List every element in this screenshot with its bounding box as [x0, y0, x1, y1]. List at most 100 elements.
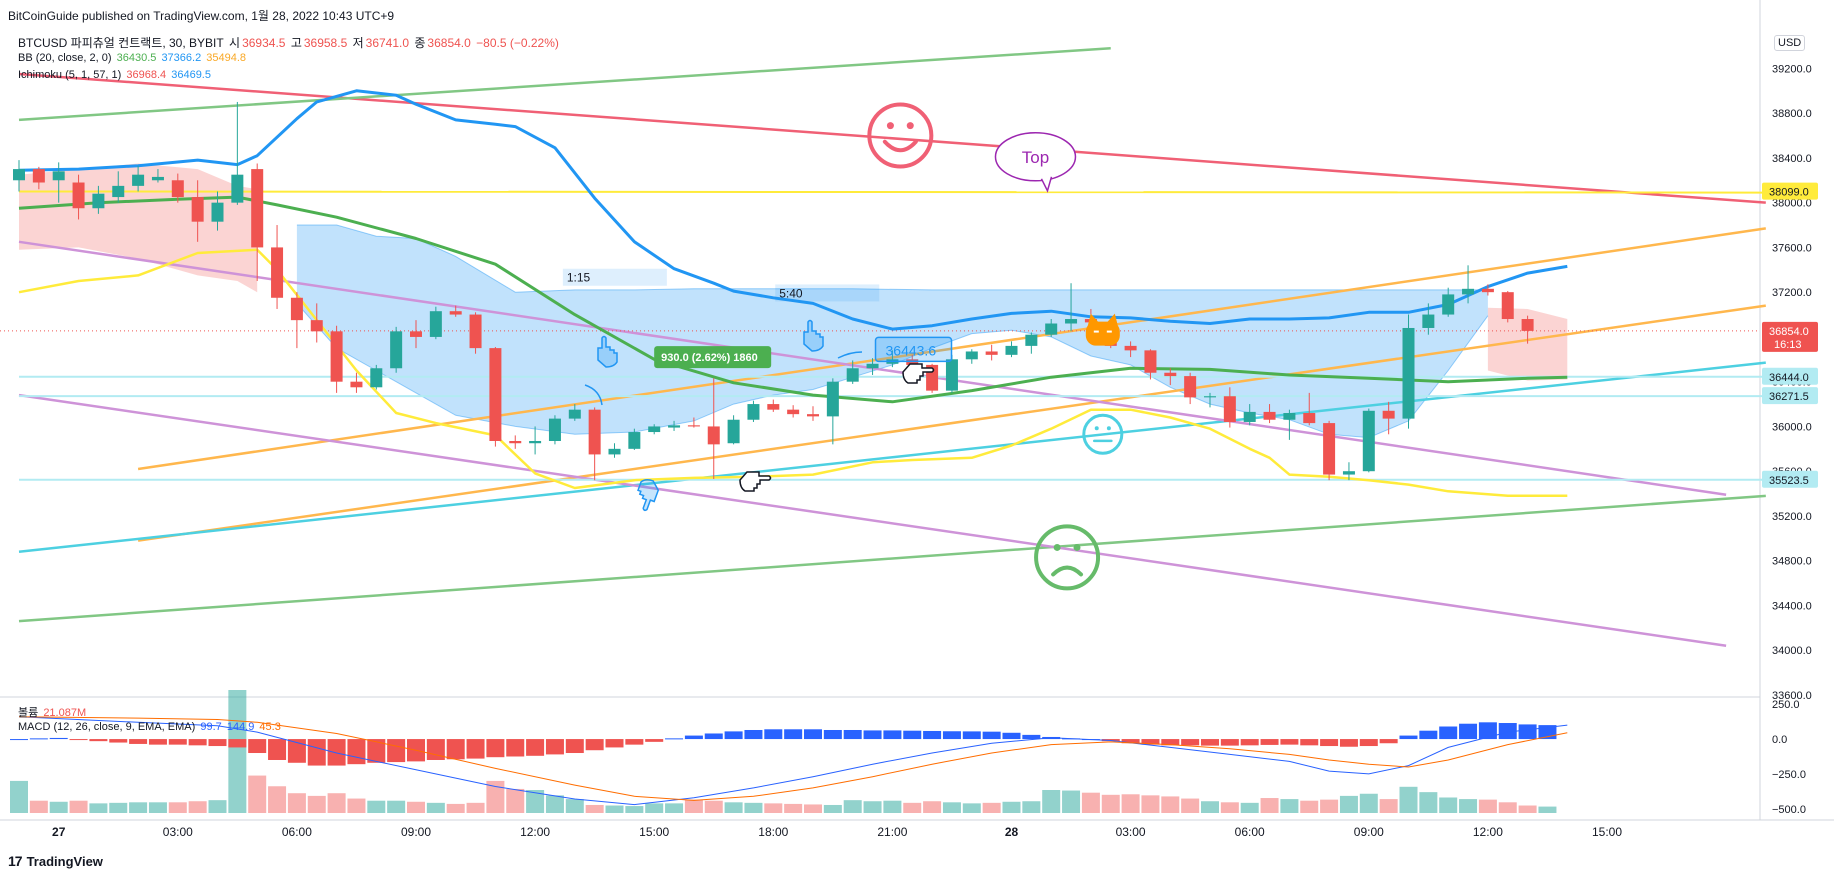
- candle: [1362, 408, 1375, 473]
- volume-bar: [10, 780, 28, 813]
- volume-bar: [248, 775, 267, 813]
- candle: [469, 312, 482, 354]
- candle-body: [469, 314, 482, 349]
- macd-hist-bar: [1220, 739, 1239, 746]
- candle: [32, 166, 45, 190]
- candle: [707, 378, 720, 480]
- macd-hist-bar: [89, 739, 108, 742]
- volume-bar: [1081, 792, 1100, 813]
- macd-hist-bar: [506, 739, 525, 757]
- price-label: 35523.5: [1769, 475, 1809, 487]
- candle-body: [648, 426, 661, 433]
- y-tick-label: 34800.0: [1772, 556, 1812, 568]
- volume-bar: [784, 803, 803, 813]
- macd-hist-bar: [327, 739, 346, 766]
- candle: [350, 372, 363, 393]
- volume-bar: [1240, 802, 1259, 813]
- candle-body: [1184, 376, 1197, 398]
- volume-bar: [1459, 799, 1478, 813]
- bb-basis-value: 36430.5: [116, 52, 157, 64]
- candle-body: [747, 404, 760, 420]
- macd-hist-bar: [665, 738, 684, 740]
- macd-hist-bar: [1439, 726, 1458, 740]
- volume-bar: [1201, 801, 1219, 813]
- emoji-eye: [1053, 543, 1061, 551]
- volume-bar: [466, 802, 485, 813]
- candle: [807, 406, 819, 421]
- macd-hist-bar: [784, 729, 803, 740]
- candle: [787, 405, 800, 418]
- price-label: 38099.0: [1769, 187, 1809, 199]
- volume-bar: [347, 798, 366, 813]
- candle-body: [1303, 413, 1316, 424]
- macd-hist-bar: [208, 739, 227, 747]
- candle: [1521, 315, 1534, 344]
- candle-body: [370, 368, 383, 388]
- candle: [866, 358, 879, 375]
- x-tick-label: 12:00: [1473, 825, 1503, 839]
- bb-lower-line: [18, 248, 1568, 498]
- candle-body: [330, 331, 343, 382]
- balloon-bg: [994, 132, 1077, 182]
- candle-body: [151, 176, 164, 181]
- symbol-name: BTCUSD 파피츄얼 컨트랙트, 30, BYBIT: [18, 36, 224, 50]
- macd-hist-bar: [367, 739, 386, 763]
- price-label-bg: [1762, 182, 1818, 200]
- macd-legend[interactable]: MACD (12, 26, close, 9, EMA, EMA) 99.7 1…: [18, 721, 283, 733]
- candle: [151, 169, 164, 183]
- volume-bar: [942, 802, 961, 813]
- candle-body: [1164, 372, 1177, 377]
- macd-hist-bar: [545, 739, 564, 755]
- macd-hist-bar: [1320, 739, 1339, 747]
- candle: [1402, 314, 1415, 429]
- candle: [1243, 404, 1256, 426]
- macd-hist-bar: [1201, 739, 1219, 746]
- candle: [251, 163, 264, 281]
- candle: [489, 347, 502, 447]
- macd-hist-bar: [1478, 722, 1497, 740]
- volume-bar: [129, 802, 148, 813]
- candle-body: [410, 331, 422, 337]
- macd-hist-bar: [248, 739, 267, 754]
- volume-bar: [565, 799, 584, 813]
- macd-hist-bar: [605, 739, 624, 748]
- candle-body: [1481, 288, 1494, 293]
- volume-bar: [526, 790, 545, 813]
- volume-bar: [665, 803, 684, 813]
- volume-bar: [29, 800, 48, 813]
- candle: [211, 191, 224, 231]
- ichimoku-legend[interactable]: Ichimoku (5, 1, 57, 1) 36968.4 36469.5: [18, 69, 213, 81]
- candle-body: [1362, 410, 1375, 472]
- macd-hist-bar: [1002, 732, 1021, 740]
- candle-body: [548, 418, 561, 441]
- change-value: −80.5 (−0.22%): [476, 36, 559, 50]
- hand-shape: [803, 319, 824, 352]
- x-tick-label: 27: [52, 825, 66, 839]
- candle: [330, 325, 343, 393]
- macd-hist-bar: [1141, 739, 1160, 745]
- volume-bar: [506, 788, 525, 813]
- candle-body: [668, 425, 681, 428]
- candle: [1263, 404, 1276, 424]
- volume-bar: [1181, 798, 1200, 813]
- hand-shape: [637, 479, 660, 512]
- volume-legend[interactable]: 볼륨 21.087M: [18, 704, 88, 720]
- emoji-sad-icon: [1034, 524, 1101, 591]
- tradingview-logo[interactable]: 17 TradingView: [8, 853, 103, 869]
- candle-body: [767, 404, 780, 410]
- candle: [370, 364, 383, 390]
- macd-hist-bar: [1300, 739, 1319, 746]
- candle-body: [112, 185, 125, 198]
- candle: [72, 174, 85, 220]
- volume-bar: [1280, 799, 1299, 813]
- x-tick-label: 06:00: [1235, 825, 1265, 839]
- macd-hist-bar: [466, 739, 485, 759]
- bb-legend[interactable]: BB (20, close, 2, 0) 36430.5 37366.2 354…: [18, 52, 248, 64]
- volume-bar: [287, 793, 306, 813]
- emoji-eye: [1106, 426, 1111, 431]
- macd-hist-bar: [764, 729, 783, 740]
- ichimoku-cloud-red-2: [1487, 307, 1568, 381]
- currency-badge[interactable]: USD: [1774, 35, 1806, 51]
- macd-hist-bar: [565, 739, 584, 754]
